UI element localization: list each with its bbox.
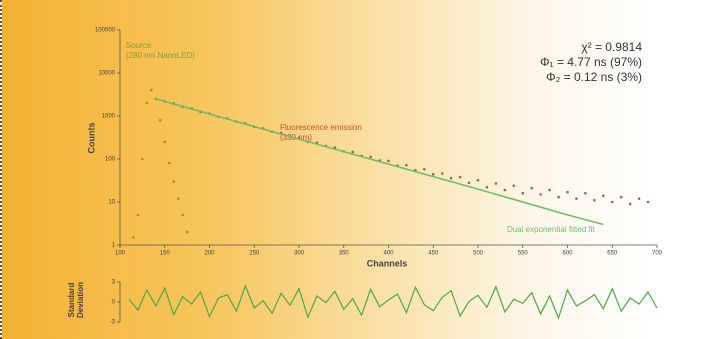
data-point xyxy=(431,173,435,176)
x-tick-label: 150 xyxy=(160,251,171,257)
data-point xyxy=(145,101,149,105)
data-point xyxy=(150,88,153,92)
data-point xyxy=(557,195,560,199)
annotation: Dual exponential fitted fit xyxy=(507,225,595,234)
x-tick-label: 250 xyxy=(249,251,260,257)
data-point xyxy=(512,184,516,187)
x-tick-label: 700 xyxy=(652,251,663,257)
x-tick-label: 300 xyxy=(294,251,305,257)
data-point xyxy=(163,140,167,144)
y-tick-label: 0 xyxy=(112,300,116,306)
data-point xyxy=(458,175,462,179)
x-tick-label: 350 xyxy=(339,251,350,257)
data-point xyxy=(141,157,144,161)
data-point xyxy=(132,236,135,239)
data-point xyxy=(521,191,525,195)
y-axis-label: Counts xyxy=(86,123,96,154)
y-tick-label: 10000 xyxy=(98,71,115,77)
data-point xyxy=(494,182,498,185)
data-point xyxy=(351,150,355,154)
annotation: (280 nm NanoLED) xyxy=(126,51,195,60)
data-point xyxy=(566,190,569,194)
y-tick-label: 10 xyxy=(108,200,115,206)
data-point xyxy=(423,167,426,171)
data-point xyxy=(467,181,471,185)
data-point xyxy=(548,188,551,192)
data-point xyxy=(584,191,587,195)
data-point xyxy=(167,161,171,165)
data-point xyxy=(593,198,596,202)
data-point xyxy=(530,186,533,190)
data-point xyxy=(646,200,650,204)
x-tick-label: 450 xyxy=(428,251,439,257)
x-tick-label: 400 xyxy=(383,251,394,257)
data-point xyxy=(503,188,507,192)
data-point xyxy=(539,193,542,196)
data-point xyxy=(637,197,641,200)
x-tick-label: 650 xyxy=(607,251,618,257)
y-tick-label: 1000 xyxy=(102,114,116,120)
stat-chi2: χ² = 0.9814 xyxy=(581,40,642,54)
data-point xyxy=(176,197,180,200)
data-point xyxy=(628,202,632,206)
residual-y-label: Standard Deviation xyxy=(67,282,85,319)
data-point xyxy=(575,197,578,200)
data-point xyxy=(449,176,453,180)
stat-tau2: Φ₂ = 0.12 ns (3%) xyxy=(546,70,642,84)
y-tick-label: 3 xyxy=(112,280,116,286)
x-tick-label: 200 xyxy=(204,251,215,257)
x-tick-label: 500 xyxy=(473,251,484,257)
data-point xyxy=(602,194,605,198)
annotation: Source xyxy=(126,41,152,50)
y-tick-label: -3 xyxy=(110,320,116,326)
x-tick-label: 100 xyxy=(115,251,126,257)
y-tick-label: 100000 xyxy=(95,28,116,34)
data-point xyxy=(405,163,408,167)
data-point xyxy=(485,185,489,189)
data-point xyxy=(610,200,614,204)
data-point xyxy=(136,213,140,217)
data-point xyxy=(369,155,372,159)
data-point xyxy=(185,230,189,234)
y-tick-label: 1 xyxy=(112,243,116,249)
x-tick-label: 600 xyxy=(562,251,573,257)
x-tick-label: 550 xyxy=(518,251,529,257)
stat-tau1: Φ₁ = 4.77 ns (97%) xyxy=(540,55,642,69)
data-line xyxy=(128,284,658,320)
data-point xyxy=(181,213,184,217)
data-point xyxy=(172,180,175,183)
y-tick-label: 100 xyxy=(105,157,116,163)
data-point xyxy=(440,172,444,175)
data-line xyxy=(155,98,604,226)
data-point xyxy=(619,195,623,199)
data-point xyxy=(476,178,480,182)
data-point xyxy=(387,159,390,163)
data-point xyxy=(158,118,162,122)
x-axis-label: Channels xyxy=(367,258,408,268)
annotation: Fluorescence emission xyxy=(280,123,362,132)
